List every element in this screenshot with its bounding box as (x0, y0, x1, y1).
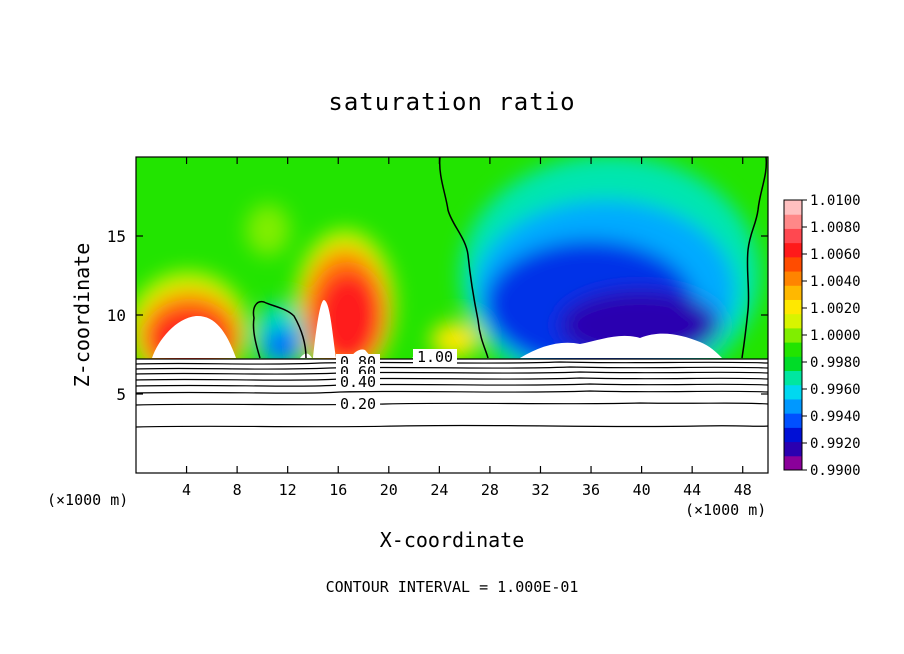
colorbar-swatch (784, 398, 802, 414)
x-unit-label-left: (×1000 m) (47, 491, 129, 509)
colorbar-swatch (784, 356, 802, 372)
colorbar-label: 0.9920 (810, 436, 861, 452)
colorbar-label: 0.9940 (810, 409, 861, 425)
colorbar-swatch (784, 455, 802, 471)
x-tick-label: 16 (329, 481, 347, 499)
x-tick-label: 44 (683, 481, 701, 499)
colorbar-swatch (784, 327, 802, 343)
colorbar-label: 1.0060 (810, 247, 861, 263)
x-tick-label: 4 (182, 481, 191, 499)
colorbar-swatch (784, 271, 802, 286)
contour-interval-note: CONTOUR INTERVAL = 1.000E-01 (325, 578, 579, 596)
colorbar-swatch (784, 242, 802, 258)
y-tick-label: 5 (116, 385, 126, 404)
colorbar-label: 1.0040 (810, 274, 861, 290)
x-tick-label: 48 (734, 481, 752, 499)
contour-label-bg (336, 374, 380, 389)
colorbar-swatch (784, 441, 802, 457)
contour-label: 0.40 (340, 373, 376, 391)
colorbar-swatch (784, 342, 802, 357)
colorbar-label: 0.9980 (810, 355, 861, 371)
colorbar-label: 1.0000 (810, 328, 861, 344)
colorbar-swatch (784, 299, 802, 315)
colorbar-label: 1.0080 (810, 220, 861, 236)
colorbar-swatch (784, 228, 802, 244)
colorbar-swatch (784, 285, 802, 300)
colorbar-swatch (784, 200, 802, 215)
contour-lines (135, 358, 769, 428)
colorbar-swatch (784, 370, 802, 386)
x-tick-label: 32 (531, 481, 549, 499)
x-tick-label: 40 (633, 481, 651, 499)
colorbar-label: 0.9900 (810, 463, 861, 479)
x-tick-label: 36 (582, 481, 600, 499)
x-tick-label: 24 (430, 481, 448, 499)
colorbar-label: 1.0100 (810, 193, 861, 209)
colorbar-swatch (784, 313, 802, 329)
colorbar-label: 1.0020 (810, 301, 861, 317)
colorbar: 1.0100 1.0080 1.0060 1.0040 1.0020 1.0000 0.99… (783, 193, 861, 479)
y-tick-label: 10 (107, 306, 126, 325)
colorbar-swatch (784, 413, 802, 428)
contour-label: 1.00 (417, 348, 453, 366)
x-unit-label-right: (×1000 m) (685, 501, 767, 519)
chart-title: saturation ratio (328, 88, 576, 116)
contour-label-bg (336, 396, 380, 411)
colorbar-swatch (784, 427, 802, 443)
x-tick-label: 28 (481, 481, 499, 499)
y-tick-label: 15 (107, 227, 126, 246)
x-axis-label: X-coordinate (379, 528, 525, 552)
contour-label-bg (413, 349, 457, 364)
colorbar-swatch (784, 384, 802, 400)
x-tick-label: 8 (233, 481, 242, 499)
contour-label: 0.20 (340, 395, 376, 413)
colorbar-label: 0.9960 (810, 382, 861, 398)
colorbar-swatch (784, 256, 802, 272)
x-tick-label: 20 (380, 481, 398, 499)
colorbar-swatch (784, 214, 802, 229)
saturation-field (136, 157, 768, 359)
x-tick-label: 12 (279, 481, 297, 499)
